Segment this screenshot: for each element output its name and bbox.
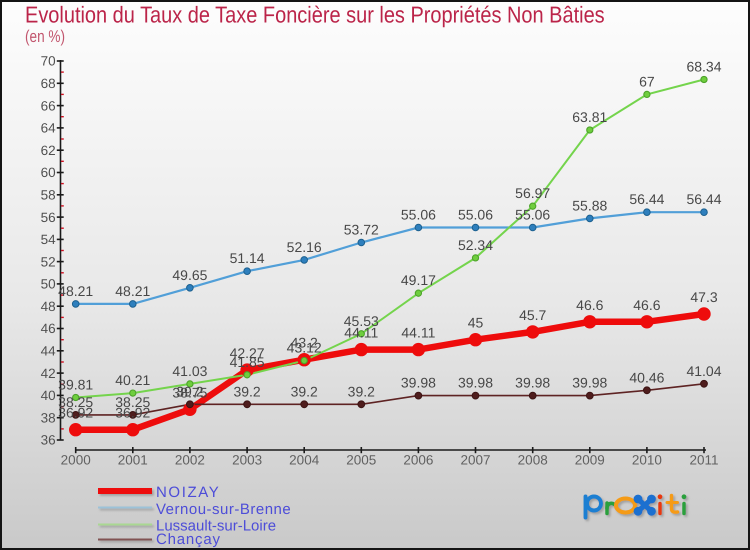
svg-text:43.12: 43.12 — [287, 340, 322, 356]
svg-text:2011: 2011 — [689, 453, 718, 468]
svg-text:46: 46 — [41, 321, 56, 336]
svg-text:66: 66 — [41, 98, 56, 113]
svg-text:2010: 2010 — [632, 453, 662, 468]
svg-text:38: 38 — [41, 410, 56, 425]
svg-text:39.2: 39.2 — [291, 383, 318, 399]
svg-text:44.11: 44.11 — [401, 325, 435, 341]
svg-text:55.06: 55.06 — [515, 207, 550, 223]
svg-text:68: 68 — [41, 76, 56, 91]
svg-text:54: 54 — [41, 232, 57, 247]
svg-text:49.65: 49.65 — [172, 267, 207, 283]
svg-text:2009: 2009 — [575, 453, 605, 468]
svg-text:63.81: 63.81 — [572, 109, 607, 125]
svg-text:NOIZAY: NOIZAY — [156, 484, 220, 501]
svg-text:52.34: 52.34 — [458, 237, 493, 253]
svg-text:2007: 2007 — [460, 453, 490, 468]
svg-text:2004: 2004 — [289, 453, 320, 468]
svg-text:48.21: 48.21 — [115, 283, 150, 299]
svg-text:41.03: 41.03 — [172, 363, 207, 379]
svg-text:39.2: 39.2 — [348, 383, 375, 399]
svg-text:39.2: 39.2 — [176, 383, 203, 399]
svg-text:52: 52 — [41, 254, 56, 269]
svg-text:Evolution du Taux de Taxe Fonc: Evolution du Taux de Taxe Foncière sur l… — [25, 2, 605, 28]
svg-text:39.98: 39.98 — [401, 375, 436, 391]
svg-text:41.04: 41.04 — [686, 363, 721, 379]
svg-text:55.06: 55.06 — [458, 207, 493, 223]
svg-text:56: 56 — [41, 210, 56, 225]
svg-text:39.98: 39.98 — [458, 375, 493, 391]
svg-text:62: 62 — [41, 143, 56, 158]
svg-text:2000: 2000 — [61, 453, 91, 468]
svg-text:39.2: 39.2 — [233, 383, 260, 399]
svg-text:40.46: 40.46 — [629, 369, 664, 385]
svg-text:39.98: 39.98 — [572, 375, 607, 391]
svg-text:55.06: 55.06 — [401, 207, 436, 223]
svg-text:(en %): (en %) — [25, 27, 65, 46]
svg-text:Vernou-sur-Brenne: Vernou-sur-Brenne — [156, 501, 291, 518]
svg-text:45.7: 45.7 — [519, 307, 546, 323]
svg-text:67: 67 — [639, 73, 655, 89]
svg-text:41.85: 41.85 — [230, 354, 265, 370]
svg-text:64: 64 — [41, 121, 57, 136]
svg-text:40.21: 40.21 — [115, 372, 150, 388]
svg-text:46.6: 46.6 — [633, 297, 660, 313]
svg-text:43.2: 43.2 — [291, 335, 318, 351]
svg-text:44.11: 44.11 — [344, 325, 378, 341]
svg-text:49.17: 49.17 — [401, 272, 436, 288]
svg-text:36.92: 36.92 — [58, 405, 93, 421]
svg-text:42: 42 — [41, 366, 56, 381]
svg-text:2008: 2008 — [518, 453, 548, 468]
svg-text:44: 44 — [41, 344, 57, 359]
svg-text:48.21: 48.21 — [58, 283, 93, 299]
svg-text:2006: 2006 — [403, 453, 433, 468]
svg-text:56.44: 56.44 — [629, 191, 664, 207]
svg-text:51.14: 51.14 — [230, 250, 265, 266]
svg-text:2005: 2005 — [346, 453, 376, 468]
svg-text:60: 60 — [41, 165, 56, 180]
svg-text:Chançay: Chançay — [156, 531, 221, 548]
svg-text:53.72: 53.72 — [344, 222, 379, 238]
svg-text:56.44: 56.44 — [686, 191, 721, 207]
svg-text:58: 58 — [41, 188, 56, 203]
svg-text:50: 50 — [41, 277, 56, 292]
svg-text:45.53: 45.53 — [344, 313, 379, 329]
svg-text:36.92: 36.92 — [115, 405, 150, 421]
svg-text:36: 36 — [41, 433, 56, 448]
svg-text:2002: 2002 — [175, 453, 205, 468]
svg-text:39.81: 39.81 — [58, 377, 93, 393]
svg-text:68.34: 68.34 — [686, 59, 721, 75]
svg-text:70: 70 — [41, 54, 56, 69]
svg-text:Lussault-sur-Loire: Lussault-sur-Loire — [156, 518, 276, 535]
svg-text:2003: 2003 — [232, 453, 262, 468]
svg-text:39.98: 39.98 — [515, 375, 550, 391]
svg-text:2001: 2001 — [118, 453, 148, 468]
svg-text:47.3: 47.3 — [690, 289, 717, 305]
svg-text:42.27: 42.27 — [230, 345, 265, 361]
svg-text:40: 40 — [41, 388, 56, 403]
svg-text:38.25: 38.25 — [115, 394, 150, 410]
svg-text:46.6: 46.6 — [576, 297, 603, 313]
svg-text:38.75: 38.75 — [172, 384, 207, 400]
svg-text:45: 45 — [468, 315, 484, 331]
svg-text:48: 48 — [41, 299, 56, 314]
svg-text:38.25: 38.25 — [58, 394, 93, 410]
svg-text:56.97: 56.97 — [515, 185, 550, 201]
svg-text:52.16: 52.16 — [287, 239, 322, 255]
svg-text:55.88: 55.88 — [572, 197, 607, 213]
